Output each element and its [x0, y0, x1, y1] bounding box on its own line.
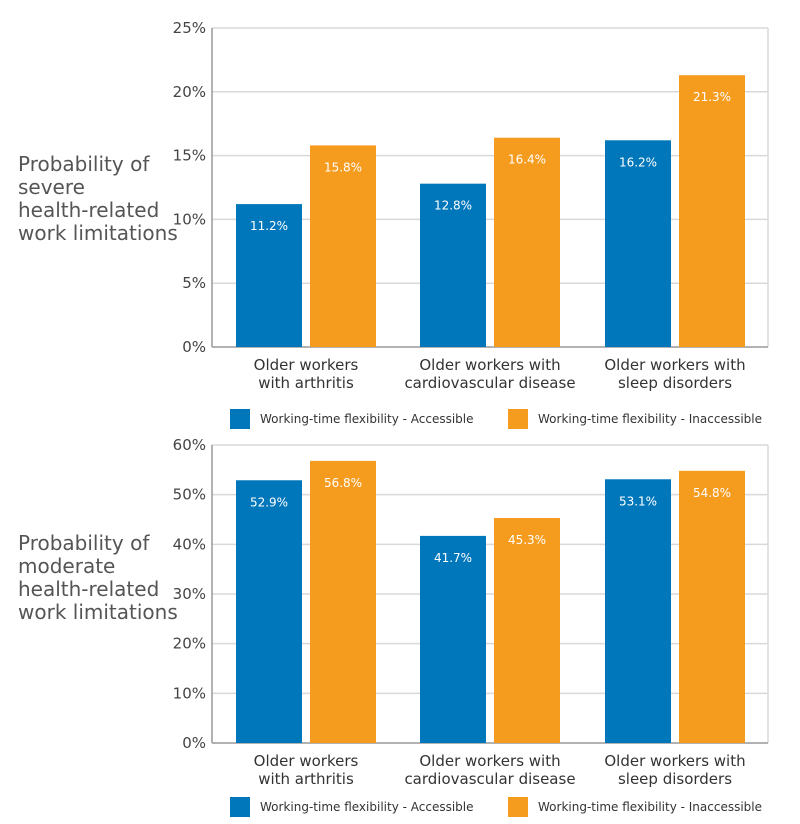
moderate-category-label-line: Older workers — [254, 752, 359, 770]
moderate-category-label-line: Older workers with — [604, 752, 745, 770]
moderate-category-label-line: cardiovascular disease — [404, 770, 575, 788]
severe-y-tick-label: 5% — [182, 274, 206, 292]
severe-bar-value-label: 21.3% — [693, 90, 731, 104]
severe-legend-swatch-inaccessible — [508, 409, 528, 429]
moderate-category-label-1: Older workers with arthritis — [254, 752, 359, 788]
severe-category-label-2: Older workers with cardiovascular disease — [404, 356, 575, 392]
severe-category-label-line: sleep disorders — [618, 374, 732, 392]
severe-y-tick-label: 10% — [173, 210, 206, 228]
severe-category-label-line: Older workers with — [604, 356, 745, 374]
severe-bar-value-label: 12.8% — [434, 199, 472, 213]
severe-bar-accessible-2 — [420, 183, 486, 347]
moderate-bar-accessible-2 — [420, 535, 486, 743]
severe-category-label-line: cardiovascular disease — [404, 374, 575, 392]
moderate-y-tick-label: 10% — [173, 684, 206, 702]
severe-y-axis-title-line: health-related — [18, 198, 159, 222]
severe-bar-value-label: 11.2% — [250, 219, 288, 233]
moderate-y-axis-title-line: health-related — [18, 577, 159, 601]
moderate-bar-inaccessible-1 — [310, 460, 376, 743]
moderate-y-tick-label: 20% — [173, 635, 206, 653]
severe-y-tick-label: 20% — [173, 83, 206, 101]
severe-category-label-1: Older workers with arthritis — [254, 356, 359, 392]
moderate-legend-swatch-inaccessible — [508, 797, 528, 817]
moderate-y-tick-label: 60% — [173, 436, 206, 454]
moderate-y-axis-title-line: Probability of — [18, 531, 150, 555]
severe-y-axis-title-line: severe — [18, 175, 85, 199]
severe-bar-value-label: 16.4% — [508, 153, 546, 167]
severe-bar-inaccessible-3 — [679, 75, 745, 347]
moderate-bar-inaccessible-2 — [494, 518, 560, 743]
moderate-bar-value-label: 54.8% — [693, 486, 731, 500]
severe-legend-label-accessible: Working-time flexibility - Accessible — [260, 412, 474, 426]
severe-bar-inaccessible-1 — [310, 145, 376, 347]
moderate-y-axis-title-line: moderate — [18, 554, 115, 578]
moderate-chart: 0% 10% 20% 30% 40% 50% 60% 52.9% 56.8% Older work… — [18, 436, 769, 817]
severe-chart: 0%5%10%15%20%25%11.2%15.8%Older workers w… — [18, 19, 769, 429]
moderate-legend-label-accessible: Working-time flexibility - Accessible — [260, 800, 474, 814]
severe-category-label-line: Older workers with — [419, 356, 560, 374]
moderate-bar-value-label: 53.1% — [619, 494, 657, 508]
severe-y-axis-title-line: work limitations — [18, 221, 178, 245]
severe-y-tick-label: 0% — [182, 338, 206, 356]
severe-y-axis-title-line: Probability of — [18, 152, 150, 176]
moderate-category-label-2: Older workers with cardiovascular disease — [404, 752, 575, 788]
moderate-category-label-3: Older workers with sleep disorders — [604, 752, 745, 788]
moderate-bar-value-label: 45.3% — [508, 533, 546, 547]
severe-bar-value-label: 15.8% — [324, 160, 362, 174]
moderate-bar-accessible-1 — [236, 480, 302, 743]
severe-y-axis-title: Probability of severe health-related work l… — [18, 152, 178, 245]
moderate-y-tick-label: 0% — [182, 734, 206, 752]
severe-category-label-line: Older workers — [254, 356, 359, 374]
moderate-bar-value-label: 56.8% — [324, 476, 362, 490]
moderate-legend-swatch-accessible — [230, 797, 250, 817]
severe-category-label-line: with arthritis — [258, 374, 354, 392]
severe-y-tick-label: 25% — [173, 19, 206, 37]
severe-bar-value-label: 16.2% — [619, 155, 657, 169]
severe-legend-swatch-accessible — [230, 409, 250, 429]
severe-category-label-3: Older workers with sleep disorders — [604, 356, 745, 392]
severe-y-tick-label: 15% — [173, 147, 206, 165]
moderate-y-axis-title-line: work limitations — [18, 600, 178, 624]
severe-bar-accessible-1 — [236, 204, 302, 347]
moderate-category-label-line: sleep disorders — [618, 770, 732, 788]
moderate-y-tick-label: 30% — [173, 585, 206, 603]
moderate-bar-inaccessible-3 — [679, 470, 745, 743]
severe-bar-accessible-3 — [605, 140, 671, 347]
moderate-category-label-line: Older workers with — [419, 752, 560, 770]
moderate-bar-value-label: 41.7% — [434, 551, 472, 565]
moderate-bar-value-label: 52.9% — [250, 495, 288, 509]
moderate-y-tick-label: 40% — [173, 535, 206, 553]
moderate-category-label-line: with arthritis — [258, 770, 354, 788]
moderate-bar-accessible-3 — [605, 479, 671, 743]
severe-legend-label-inaccessible: Working-time flexibility - Inaccessible — [538, 412, 762, 426]
moderate-y-axis-title: Probability of moderate health-related work… — [18, 531, 178, 624]
moderate-y-tick-label: 50% — [173, 486, 206, 504]
severe-bar-inaccessible-2 — [494, 137, 560, 347]
moderate-legend-label-inaccessible: Working-time flexibility - Inaccessible — [538, 800, 762, 814]
